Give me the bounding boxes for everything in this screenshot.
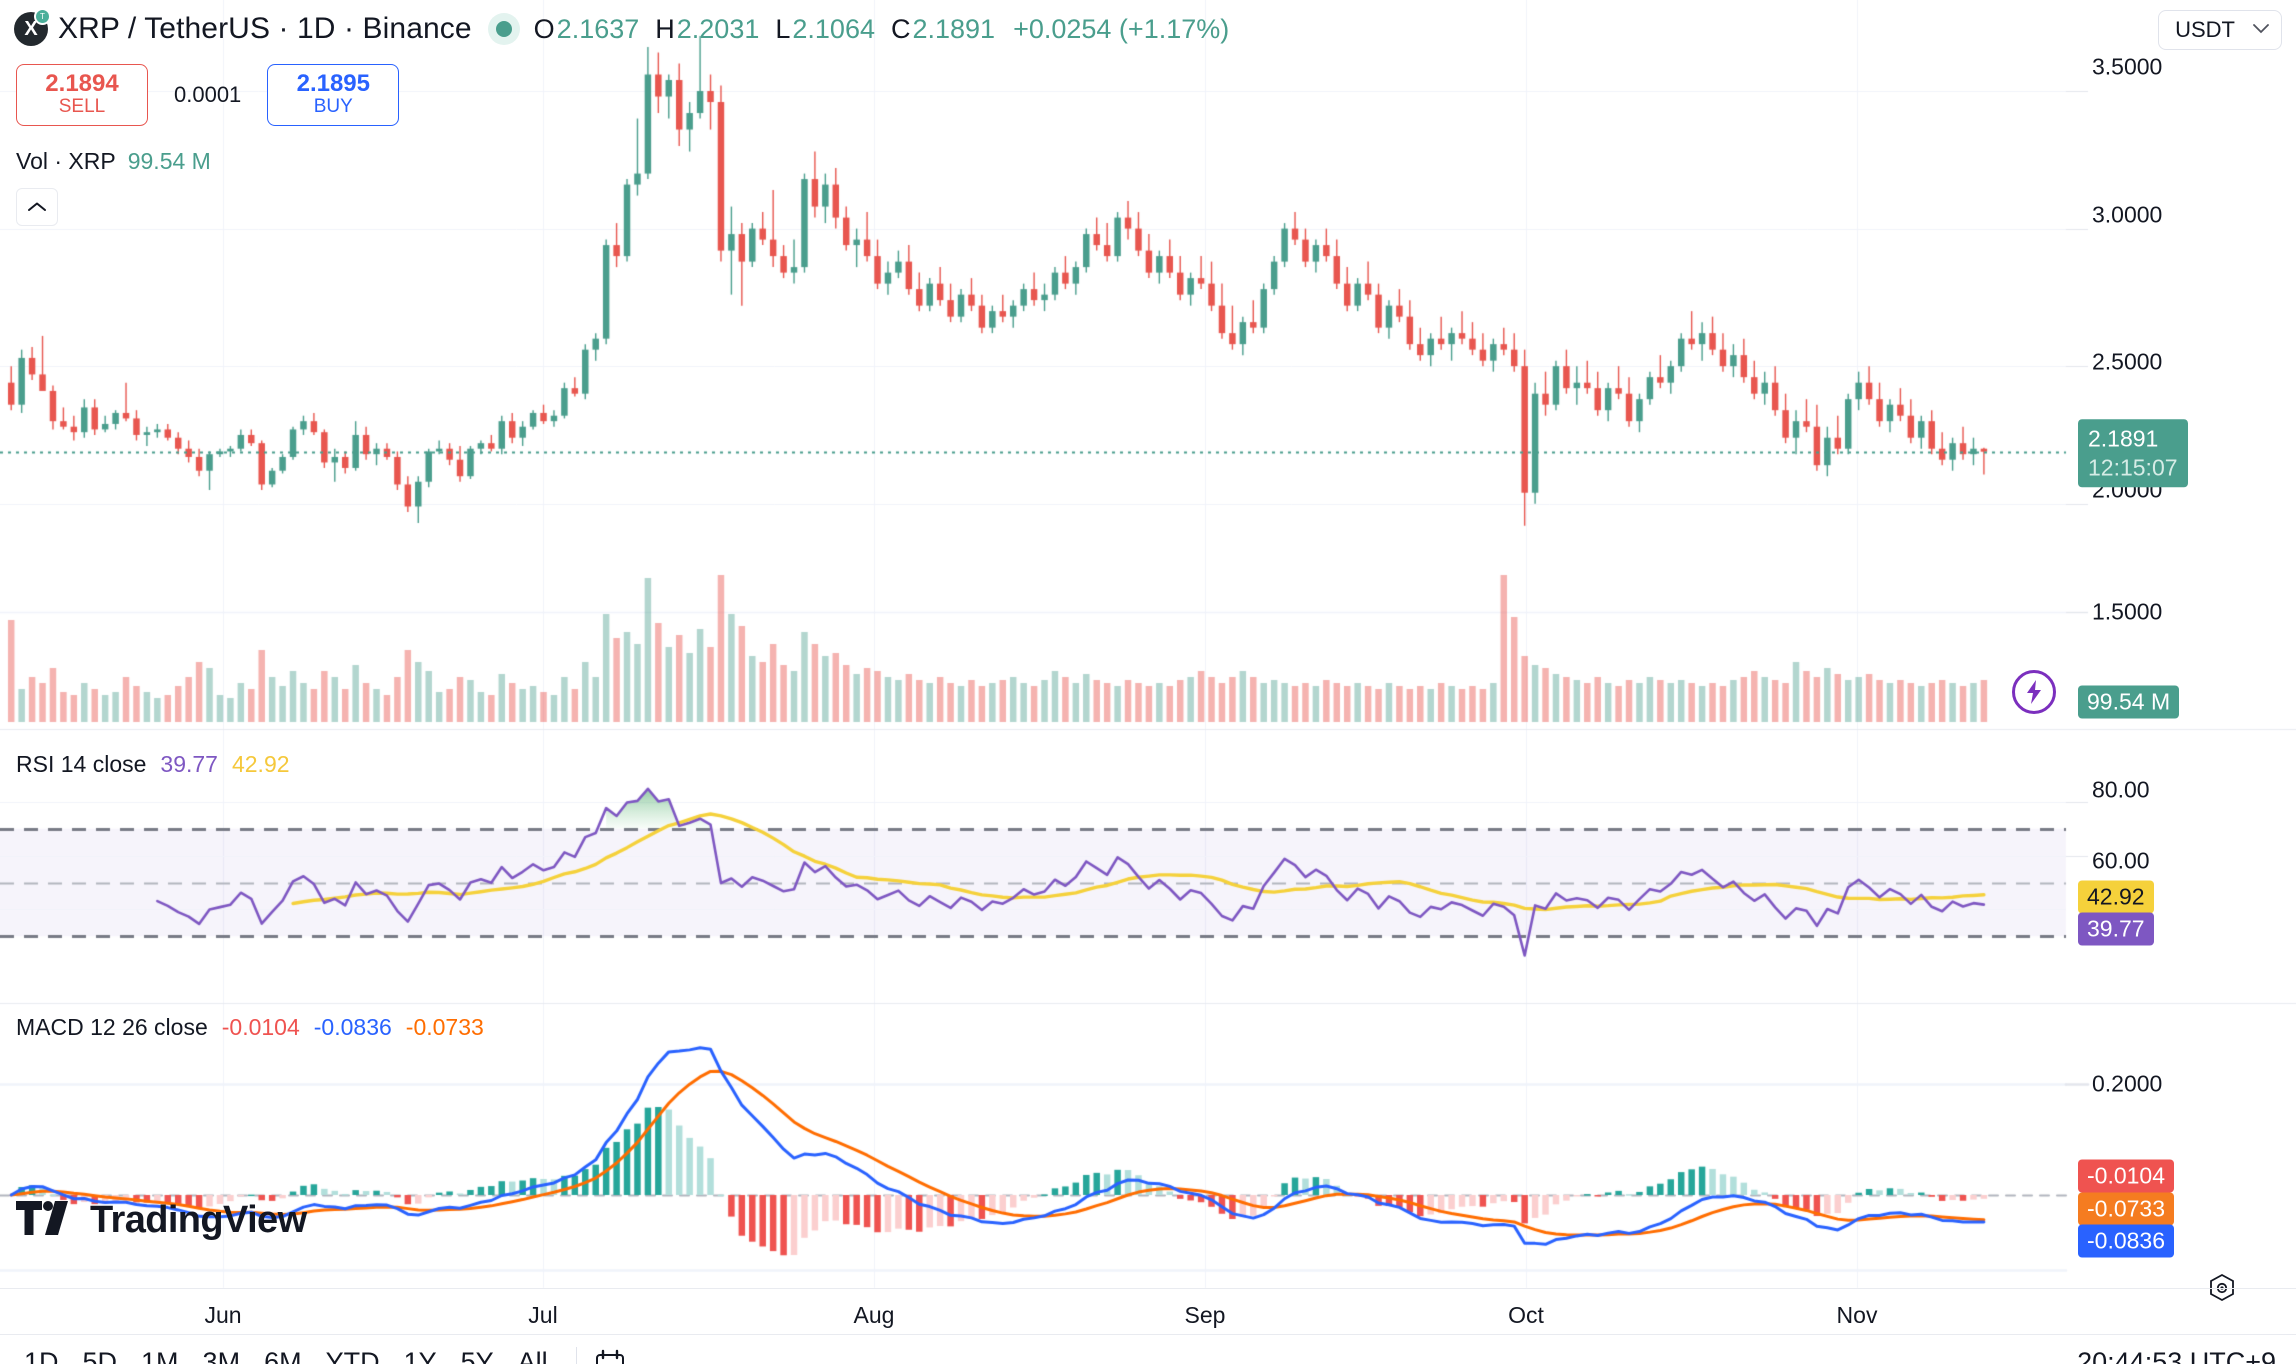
- range-all[interactable]: All: [517, 1347, 548, 1364]
- bottom-toolbar: 1D 5D 1M 3M 6M YTD 1Y 5Y All 20:44:53 UT…: [0, 1334, 2296, 1364]
- price-change: +0.0254 (+1.17%): [1013, 13, 1230, 44]
- current-volume-badge[interactable]: 99.54 M: [2078, 685, 2180, 719]
- range-1m[interactable]: 1M: [141, 1347, 179, 1364]
- symbol-logo-badge: T: [34, 8, 51, 25]
- macd-legend[interactable]: MACD 12 26 close -0.0104 -0.0836 -0.0733: [16, 1014, 484, 1041]
- symbol-logo-letter: X: [24, 18, 38, 40]
- toolbar-divider: [575, 1347, 577, 1364]
- macd-hist-value: -0.0104: [221, 1014, 300, 1040]
- range-6m[interactable]: 6M: [264, 1347, 302, 1364]
- rsi-legend[interactable]: RSI 14 close 39.77 42.92: [16, 751, 290, 778]
- ohlc-close-value: 2.1891: [912, 13, 996, 44]
- macd-hist-badge[interactable]: -0.0104: [2078, 1159, 2175, 1193]
- time-label: Jul: [528, 1302, 558, 1328]
- realtime-lightning-icon[interactable]: [2012, 670, 2056, 714]
- rsi-legend-title: RSI 14 close: [16, 751, 147, 777]
- ohlc-high-value: 2.2031: [676, 13, 760, 44]
- current-price-badge[interactable]: 2.1891 12:15:07: [2078, 419, 2188, 487]
- time-label: Sep: [1184, 1302, 1226, 1328]
- volume-legend[interactable]: Vol · XRP 99.54 M: [16, 148, 211, 175]
- time-label: Nov: [1836, 1302, 1878, 1328]
- sell-price: 2.1894: [45, 70, 119, 97]
- tradingview-mark-icon: [16, 1201, 76, 1240]
- volume-tick: 1.5000: [2092, 598, 2163, 625]
- buy-button[interactable]: 2.1895 BUY: [267, 64, 400, 126]
- symbol-logo-icon: X T: [14, 8, 51, 46]
- price-tick: 3.0000: [2092, 201, 2163, 228]
- range-5y[interactable]: 5Y: [460, 1347, 494, 1364]
- ohlc-close-label: C: [890, 13, 911, 44]
- chart-header: X T XRP / TetherUS · 1D · Binance O 2.163…: [0, 0, 2296, 58]
- calendar-icon[interactable]: [593, 1349, 627, 1364]
- sell-button[interactable]: 2.1894 SELL: [16, 64, 148, 126]
- buy-sell-quote-row: 2.1894 SELL 0.0001 2.1895 BUY: [16, 64, 400, 126]
- buy-label: BUY: [313, 96, 353, 118]
- chevron-down-icon: [2253, 21, 2269, 39]
- symbol-title[interactable]: XRP / TetherUS · 1D · Binance: [58, 12, 472, 45]
- current-price-value: 2.1891: [2088, 425, 2159, 452]
- time-label: Aug: [853, 1302, 895, 1328]
- time-axis[interactable]: Jun Jul Aug Sep Oct Nov: [0, 1288, 2296, 1340]
- ohlc-open-value: 2.1637: [556, 13, 640, 44]
- buy-price: 2.1895: [296, 70, 370, 97]
- rsi-value-badge[interactable]: 39.77: [2078, 912, 2154, 946]
- range-3m[interactable]: 3M: [202, 1347, 241, 1364]
- currency-selector-label: USDT: [2175, 17, 2235, 42]
- chevron-up-icon: [27, 201, 47, 213]
- tradingview-logo: TradingView: [16, 1199, 307, 1242]
- price-tick: 2.5000: [2092, 348, 2163, 375]
- macd-signal-badge[interactable]: -0.0733: [2078, 1192, 2175, 1226]
- ohlc-high-label: H: [655, 13, 675, 44]
- ohlc-low-value: 2.1064: [792, 13, 875, 44]
- macd-line-value: -0.0836: [313, 1014, 392, 1040]
- volume-legend-title: Vol · XRP: [16, 148, 116, 174]
- currency-selector[interactable]: USDT: [2158, 10, 2282, 50]
- range-1d[interactable]: 1D: [24, 1347, 59, 1364]
- rsi-ma-badge[interactable]: 42.92: [2078, 880, 2154, 914]
- clock-time: 20:44:53 UTC+9: [2077, 1347, 2276, 1364]
- range-1y[interactable]: 1Y: [403, 1347, 437, 1364]
- time-label: Jun: [204, 1302, 242, 1328]
- sell-label: SELL: [58, 96, 106, 118]
- volume-legend-value: 99.54 M: [127, 148, 211, 174]
- rsi-tick: 80.00: [2092, 776, 2150, 803]
- ohlc-values: O 2.1637 H 2.2031 L 2.1064 C 2.1891 +0.0254 …: [534, 14, 1230, 45]
- rsi-ma-legend-value: 42.92: [231, 751, 290, 777]
- price-tick: 3.5000: [2092, 53, 2163, 80]
- range-5d[interactable]: 5D: [82, 1347, 118, 1364]
- macd-line-badge[interactable]: -0.0836: [2078, 1224, 2175, 1258]
- ohlc-low-label: L: [775, 13, 791, 44]
- current-price-countdown: 12:15:07: [2088, 454, 2178, 480]
- rsi-legend-value: 39.77: [160, 751, 218, 777]
- macd-legend-title: MACD 12 26 close: [16, 1014, 208, 1040]
- ohlc-open-label: O: [533, 13, 555, 44]
- range-ytd[interactable]: YTD: [325, 1347, 380, 1364]
- rsi-tick: 60.00: [2092, 847, 2150, 874]
- macd-signal-value: -0.0733: [405, 1014, 484, 1040]
- market-status-icon[interactable]: [487, 13, 520, 45]
- collapse-pane-button[interactable]: [16, 188, 58, 226]
- tradingview-wordmark: TradingView: [90, 1199, 307, 1241]
- range-selector: 1D 5D 1M 3M 6M YTD 1Y 5Y All: [16, 1347, 560, 1364]
- macd-tick: 0.2000: [2092, 1070, 2163, 1097]
- time-label: Oct: [1508, 1302, 1544, 1328]
- spread-value: 0.0001: [174, 82, 242, 107]
- time-axis-divider: [0, 1288, 2296, 1289]
